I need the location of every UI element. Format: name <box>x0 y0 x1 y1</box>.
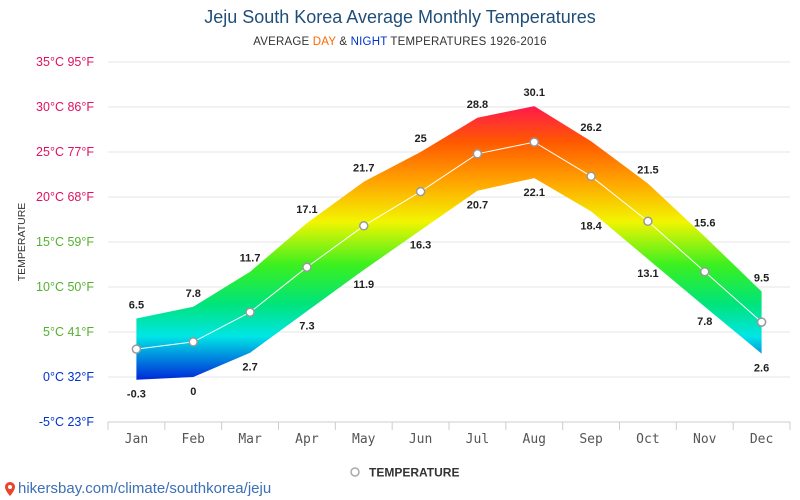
night-value-label: 20.7 <box>467 200 488 212</box>
night-value-label: 11.9 <box>353 279 374 291</box>
map-pin-icon <box>5 481 15 496</box>
x-tick-label: Jan <box>125 432 148 447</box>
average-point <box>415 186 426 197</box>
x-tick-label: May <box>352 432 376 447</box>
subtitle-prefix: AVERAGE <box>253 36 313 48</box>
day-value-label: 26.2 <box>580 122 601 134</box>
y-tick-label: 30°C 86°F <box>36 100 94 114</box>
legend-label: TEMPERATURE <box>369 466 459 480</box>
y-tick-label: 35°C 95°F <box>36 55 94 69</box>
day-value-label: 28.8 <box>467 99 488 111</box>
day-value-label: 9.5 <box>754 273 769 285</box>
average-point <box>188 337 198 347</box>
y-axis-label: TEMPERATURE <box>16 203 28 282</box>
data-labels: 6.5 7.8 11.7 17.1 21.7 25 28.8 30.1 26.2 21.5 15.6… <box>127 87 769 401</box>
night-value-label: 0 <box>190 386 196 398</box>
average-point <box>472 149 483 159</box>
y-axis-ticks: 35°C 95°F 30°C 86°F 25°C 77°F 20°C 68°F 15°C… <box>36 55 94 429</box>
night-value-label: -0.3 <box>127 389 146 401</box>
x-tick-label: Sep <box>579 432 603 447</box>
night-value-label: 7.8 <box>697 316 712 328</box>
x-tick-label: Feb <box>182 432 206 447</box>
night-value-label: 22.1 <box>524 187 545 199</box>
day-value-label: 7.8 <box>186 288 201 300</box>
average-point <box>359 221 369 231</box>
average-point <box>586 171 596 182</box>
average-point <box>131 344 142 354</box>
day-value-label: 21.7 <box>353 163 374 175</box>
y-tick-label: 0°C 32°F <box>43 370 94 384</box>
day-value-label: 15.6 <box>694 218 715 230</box>
x-tick-label: Apr <box>295 432 319 447</box>
night-value-label: 13.1 <box>637 268 658 280</box>
day-value-label: 11.7 <box>240 253 261 265</box>
y-tick-label: 15°C 59°F <box>36 235 94 249</box>
source-link[interactable]: hikersbay.com/climate/southkorea/jeju <box>5 480 271 497</box>
y-tick-label: 25°C 77°F <box>36 145 94 159</box>
y-tick-label: 10°C 50°F <box>36 280 94 294</box>
source-text: hikersbay.com/climate/southkorea/jeju <box>18 480 272 497</box>
x-tick-label: Aug <box>523 432 546 447</box>
x-tick-label: Jul <box>466 432 489 447</box>
night-value-label: 16.3 <box>410 239 431 251</box>
average-point <box>245 307 255 317</box>
day-value-label: 25 <box>414 133 426 145</box>
night-value-label: 2.7 <box>242 362 257 374</box>
chart-title: Jeju South Korea Average Monthly Tempera… <box>204 7 596 27</box>
x-tick-label: Mar <box>238 432 262 447</box>
y-tick-label: 5°C 41°F <box>43 325 94 339</box>
average-temperature-line <box>136 141 762 350</box>
day-value-label: 30.1 <box>524 87 545 99</box>
x-tick-label: Dec <box>750 432 773 447</box>
subtitle-suffix: TEMPERATURES 1926-2016 <box>387 36 547 48</box>
average-point <box>643 216 653 227</box>
y-tick-label: 20°C 68°F <box>36 190 94 204</box>
night-value-label: 18.4 <box>580 220 602 232</box>
average-point <box>529 137 539 147</box>
day-value-label: 17.1 <box>296 204 317 216</box>
legend-marker-icon <box>350 467 360 477</box>
chart-subtitle: AVERAGE DAY & NIGHT TEMPERATURES 1926-20… <box>0 36 800 48</box>
night-value-label: 7.3 <box>299 320 314 332</box>
subtitle-night: NIGHT <box>350 36 388 48</box>
average-point <box>700 266 710 277</box>
day-night-band <box>136 106 762 380</box>
average-points <box>131 137 767 354</box>
average-point <box>302 262 312 272</box>
subtitle-mid: & <box>335 36 351 48</box>
x-tick-label: Oct <box>636 432 659 447</box>
y-tick-label: -5°C 23°F <box>39 415 95 429</box>
average-point <box>756 317 767 327</box>
night-value-label: 2.6 <box>754 363 769 375</box>
x-tick-label: Nov <box>693 432 717 447</box>
x-tick-label: Jun <box>409 432 432 447</box>
day-value-label: 6.5 <box>129 300 144 312</box>
day-value-label: 21.5 <box>637 165 658 177</box>
subtitle-day: DAY <box>312 36 336 48</box>
x-axis-ticks: Jan Feb Mar Apr May Jun Jul Aug Sep Oct Nov Dec <box>107 421 791 447</box>
legend: TEMPERATURE <box>350 466 459 480</box>
